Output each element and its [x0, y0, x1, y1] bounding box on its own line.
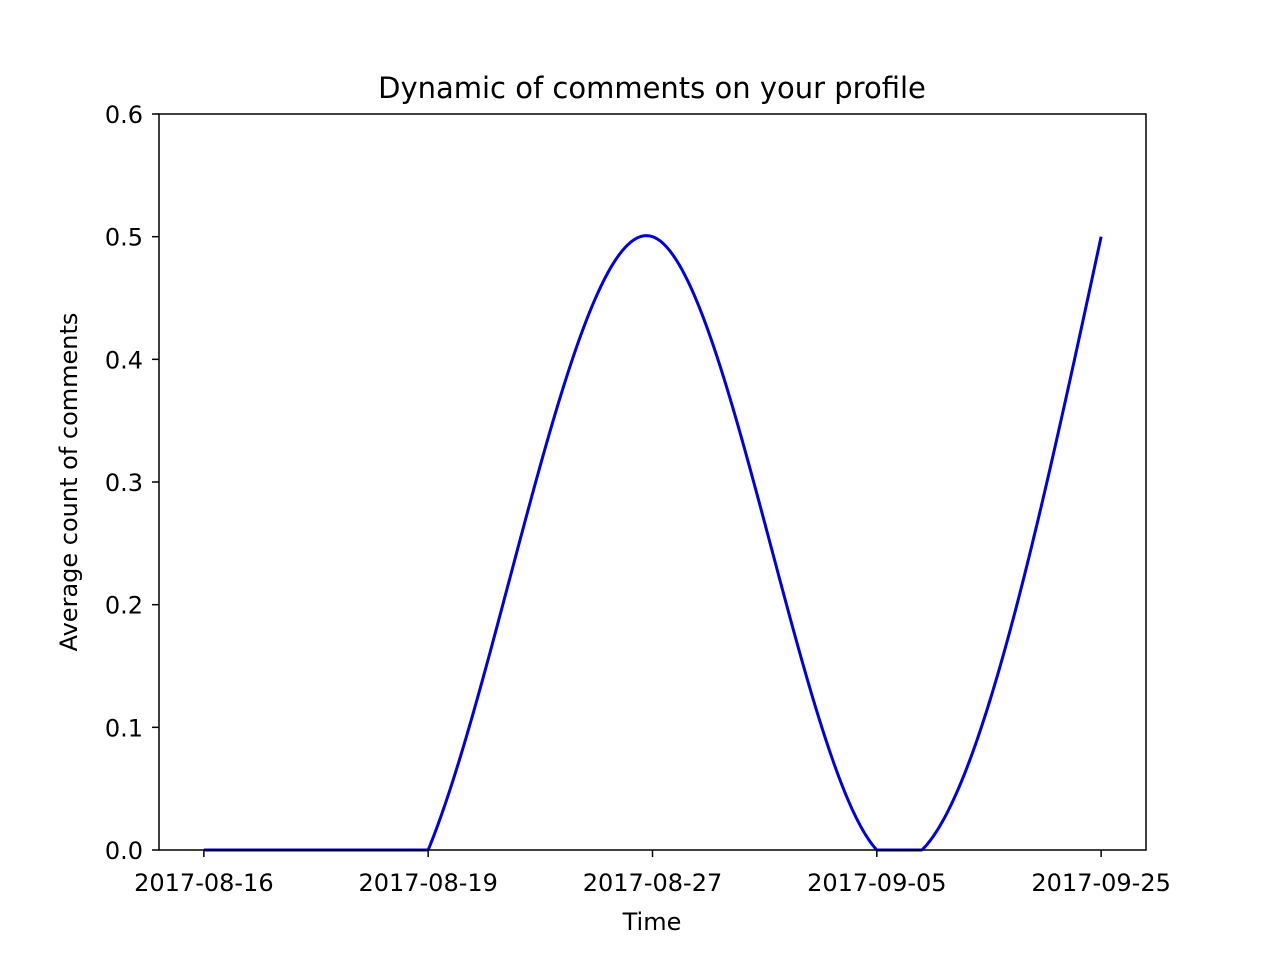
x-axis-title: Time: [622, 908, 682, 936]
x-tick-label: 2017-08-27: [583, 869, 722, 897]
chart-title: Dynamic of comments on your profile: [378, 71, 926, 105]
y-tick-label: 0.3: [105, 469, 143, 497]
x-axis-ticks: 2017-08-16 2017-08-19 2017-08-27 2017-09-05…: [134, 850, 1171, 897]
y-tick-label: 0.2: [105, 592, 143, 620]
x-tick-label: 2017-09-05: [807, 869, 946, 897]
y-tick-label: 0.0: [105, 837, 143, 865]
x-tick-label: 2017-09-25: [1031, 869, 1170, 897]
y-axis-ticks: 0.0 0.1 0.2 0.3 0.4 0.5 0.6: [105, 101, 159, 865]
y-tick-label: 0.5: [105, 224, 143, 252]
x-tick-label: 2017-08-16: [134, 869, 273, 897]
y-axis-title: Average count of comments: [55, 313, 83, 652]
plot-frame: [158, 113, 1147, 851]
plot-area: [159, 114, 1146, 850]
y-tick-label: 0.6: [105, 101, 143, 129]
y-tick-label: 0.1: [105, 714, 143, 742]
y-tick-label: 0.4: [105, 346, 143, 374]
x-tick-label: 2017-08-19: [358, 869, 497, 897]
